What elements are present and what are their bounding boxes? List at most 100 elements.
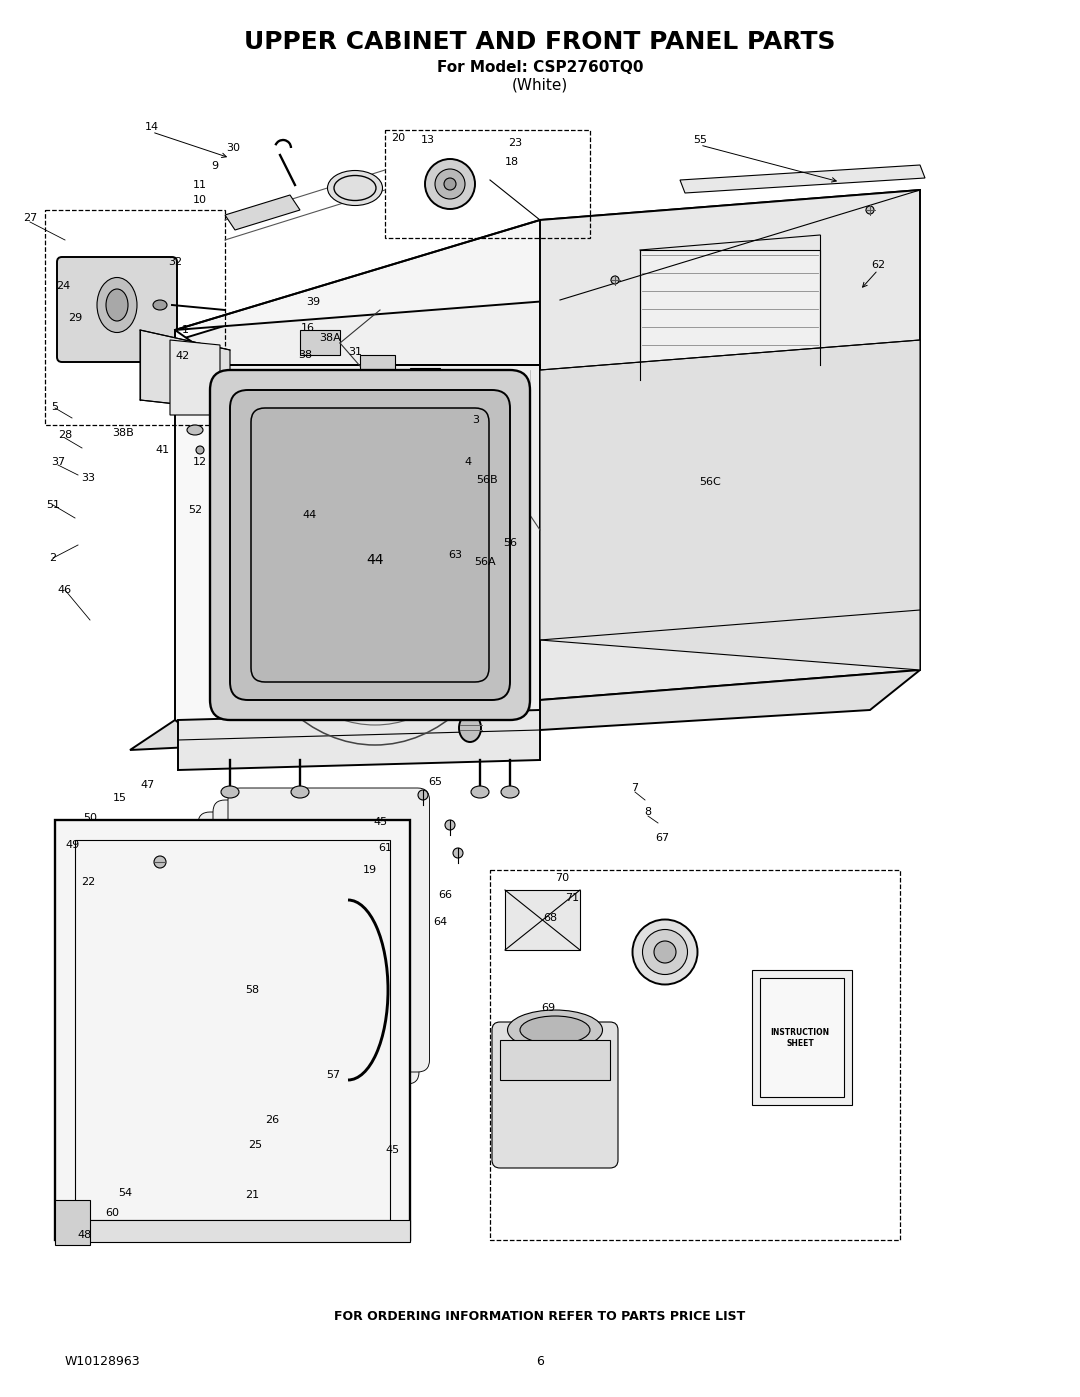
Text: 65: 65 — [428, 777, 442, 787]
FancyBboxPatch shape — [210, 370, 530, 719]
Ellipse shape — [471, 787, 489, 798]
Text: 3: 3 — [473, 415, 480, 425]
Text: 48: 48 — [78, 1229, 92, 1241]
Ellipse shape — [435, 169, 465, 198]
Ellipse shape — [444, 177, 456, 190]
Polygon shape — [540, 190, 920, 700]
Polygon shape — [225, 196, 300, 231]
Text: 2: 2 — [50, 553, 56, 563]
Text: 14: 14 — [145, 122, 159, 131]
Text: 11: 11 — [193, 180, 207, 190]
Text: 46: 46 — [58, 585, 72, 595]
Text: W10128963: W10128963 — [65, 1355, 140, 1368]
Bar — [300, 330, 340, 355]
Text: 42: 42 — [176, 351, 190, 360]
Text: 7: 7 — [632, 782, 638, 793]
Polygon shape — [680, 165, 924, 193]
FancyBboxPatch shape — [230, 390, 510, 700]
Text: 32: 32 — [167, 257, 183, 267]
FancyBboxPatch shape — [198, 812, 408, 1097]
Text: 68: 68 — [543, 914, 557, 923]
Text: 58: 58 — [245, 985, 259, 995]
Text: 55: 55 — [693, 136, 707, 145]
Text: 5: 5 — [52, 402, 58, 412]
Polygon shape — [540, 339, 920, 671]
Text: 45: 45 — [384, 1146, 400, 1155]
FancyBboxPatch shape — [492, 1023, 618, 1168]
Text: 39: 39 — [306, 298, 320, 307]
Bar — [760, 978, 843, 1097]
Text: 44: 44 — [366, 553, 383, 567]
Text: 27: 27 — [23, 212, 37, 224]
Text: 13: 13 — [421, 136, 435, 145]
Bar — [752, 970, 852, 1105]
Ellipse shape — [327, 170, 382, 205]
Text: 29: 29 — [68, 313, 82, 323]
Polygon shape — [178, 231, 540, 719]
Ellipse shape — [153, 300, 167, 310]
Ellipse shape — [106, 289, 129, 321]
Bar — [360, 355, 395, 377]
Text: 70: 70 — [555, 873, 569, 883]
Polygon shape — [178, 710, 540, 770]
Text: 57: 57 — [326, 1070, 340, 1080]
Text: 26: 26 — [265, 1115, 279, 1125]
Ellipse shape — [643, 929, 688, 975]
Text: 38A: 38A — [319, 332, 341, 344]
Text: 61: 61 — [378, 842, 392, 854]
Text: For Model: CSP2760TQ0: For Model: CSP2760TQ0 — [436, 60, 644, 75]
Ellipse shape — [508, 1010, 603, 1051]
Ellipse shape — [519, 1016, 590, 1044]
Text: 28: 28 — [58, 430, 72, 440]
Ellipse shape — [426, 159, 475, 210]
Text: 63: 63 — [448, 550, 462, 560]
FancyBboxPatch shape — [251, 408, 489, 682]
Text: 49: 49 — [66, 840, 80, 849]
Text: 18: 18 — [505, 156, 519, 168]
Ellipse shape — [459, 714, 481, 742]
Polygon shape — [175, 330, 225, 760]
Text: 19: 19 — [363, 865, 377, 875]
Text: 47: 47 — [140, 780, 156, 789]
FancyBboxPatch shape — [213, 800, 419, 1084]
Polygon shape — [140, 330, 230, 409]
Text: 25: 25 — [248, 1140, 262, 1150]
Text: 51: 51 — [46, 500, 60, 510]
FancyBboxPatch shape — [153, 848, 377, 1132]
Text: 23: 23 — [508, 138, 522, 148]
Text: 62: 62 — [870, 260, 886, 270]
Text: 10: 10 — [193, 196, 207, 205]
FancyBboxPatch shape — [72, 890, 382, 1190]
Text: 38: 38 — [298, 351, 312, 360]
Polygon shape — [55, 1200, 90, 1245]
FancyBboxPatch shape — [183, 824, 399, 1108]
Bar — [478, 418, 500, 436]
Text: 45: 45 — [373, 817, 387, 827]
FancyBboxPatch shape — [57, 257, 177, 362]
Text: 56C: 56C — [699, 476, 720, 488]
Ellipse shape — [690, 455, 770, 585]
Ellipse shape — [221, 787, 239, 798]
Text: 9: 9 — [212, 161, 218, 170]
Text: 67: 67 — [654, 833, 670, 842]
Ellipse shape — [291, 787, 309, 798]
Text: 56B: 56B — [476, 475, 498, 485]
Text: 6: 6 — [536, 1355, 544, 1368]
Polygon shape — [500, 1039, 610, 1080]
Text: 15: 15 — [113, 793, 127, 803]
Text: 22: 22 — [81, 877, 95, 887]
Text: 60: 60 — [105, 1208, 119, 1218]
Polygon shape — [55, 820, 410, 1241]
Text: 16: 16 — [301, 323, 315, 332]
Text: INSTRUCTION
SHEET: INSTRUCTION SHEET — [770, 1028, 829, 1048]
Ellipse shape — [445, 820, 455, 830]
Text: 24: 24 — [56, 281, 70, 291]
Ellipse shape — [501, 787, 519, 798]
Text: 1: 1 — [181, 326, 189, 335]
Text: 52: 52 — [188, 504, 202, 515]
Text: 8: 8 — [645, 807, 651, 817]
Ellipse shape — [195, 446, 204, 454]
Bar — [465, 460, 485, 478]
Polygon shape — [505, 890, 580, 950]
Text: 64: 64 — [433, 916, 447, 928]
